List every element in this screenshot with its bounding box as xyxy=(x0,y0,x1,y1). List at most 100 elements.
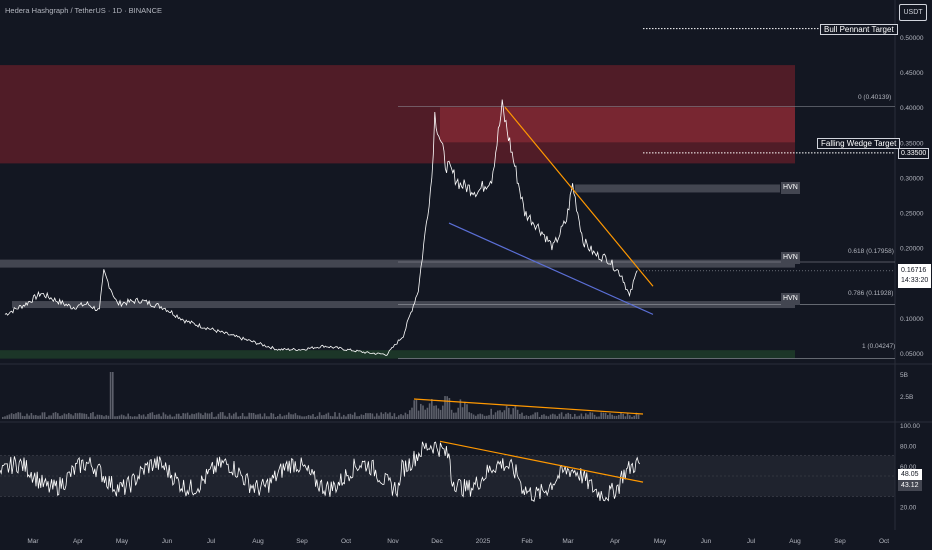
volume-bar xyxy=(107,415,110,419)
volume-bar xyxy=(156,414,158,419)
volume-bar xyxy=(136,416,138,419)
volume-bar xyxy=(347,414,349,419)
volume-bar xyxy=(197,412,200,419)
time-axis-tick: Nov xyxy=(387,538,399,545)
volume-bar xyxy=(92,412,94,419)
volume-bar xyxy=(367,413,369,419)
resistance-inner-zone xyxy=(440,107,795,143)
volume-bar xyxy=(602,412,605,419)
volume-bar xyxy=(96,414,99,419)
volume-bar xyxy=(41,412,44,419)
volume-bar xyxy=(338,412,341,419)
price-axis-tick: 0.40000 xyxy=(900,105,924,112)
volume-bar xyxy=(147,413,149,419)
time-axis-tick: Aug xyxy=(252,538,264,545)
volume-bar xyxy=(215,416,217,419)
volume-bar xyxy=(468,412,470,419)
volume-bar xyxy=(547,416,550,419)
volume-bar xyxy=(455,412,457,419)
price-axis-tick: 0.25000 xyxy=(900,211,924,218)
volume-bar xyxy=(373,416,376,419)
volume-bar xyxy=(186,412,189,419)
volume-bar xyxy=(428,403,431,419)
volume-bar xyxy=(503,410,506,419)
volume-bar xyxy=(109,372,112,419)
fib-1-label: 1 (0.04247) xyxy=(862,343,896,350)
volume-bar xyxy=(470,413,473,419)
volume-bar xyxy=(303,416,305,419)
volume-bar xyxy=(202,415,204,419)
volume-bar xyxy=(609,413,611,419)
time-axis-tick: Mar xyxy=(27,538,39,545)
volume-bar xyxy=(217,413,220,419)
volume-bar xyxy=(70,414,72,419)
volume-bar xyxy=(461,407,464,419)
volume-bar xyxy=(499,410,501,419)
volume-bar xyxy=(301,416,303,419)
time-axis-tick: Oct xyxy=(879,538,889,545)
volume-bar xyxy=(24,416,26,419)
volume-bar xyxy=(206,413,209,419)
volume-bar xyxy=(116,416,118,419)
volume-bar xyxy=(611,414,613,419)
volume-bar xyxy=(195,413,198,419)
time-axis-tick: 2025 xyxy=(476,538,491,545)
volume-bar xyxy=(589,412,591,419)
price-axis-tick: 0.45000 xyxy=(900,70,924,77)
volume-bar xyxy=(318,412,321,419)
volume-bar xyxy=(560,412,563,419)
volume-bar xyxy=(321,415,323,419)
volume-bar xyxy=(479,413,481,419)
volume-trendline xyxy=(413,398,644,415)
volume-bar xyxy=(103,416,105,419)
volume-bar xyxy=(475,415,477,419)
volume-bar xyxy=(554,414,556,419)
volume-bar xyxy=(483,415,486,419)
volume-bar xyxy=(453,412,455,419)
volume-bar xyxy=(294,413,297,419)
time-axis-tick: Jun xyxy=(701,538,712,545)
volume-bar xyxy=(444,396,446,419)
volume-bar xyxy=(219,412,222,419)
volume-bar xyxy=(158,413,160,419)
volume-bar xyxy=(105,415,107,419)
volume-bar xyxy=(541,414,543,419)
volume-bar xyxy=(292,414,294,419)
time-axis-tick: Apr xyxy=(73,538,84,545)
volume-bar xyxy=(164,414,167,419)
volume-bar xyxy=(393,413,396,419)
wedge-upper-trendline xyxy=(504,106,654,287)
volume-bar xyxy=(580,413,583,419)
volume-bar xyxy=(411,407,413,419)
volume-bar xyxy=(224,415,226,419)
price-axis-tick: 0.20000 xyxy=(900,246,924,253)
volume-bar xyxy=(494,412,497,419)
volume-bar xyxy=(123,415,125,419)
volume-bar xyxy=(299,415,301,419)
volume-bar xyxy=(600,412,602,419)
volume-bar xyxy=(239,415,242,419)
volume-bar xyxy=(112,372,114,419)
falling-wedge-label: Falling Wedge Target xyxy=(817,138,901,149)
volume-bar xyxy=(305,416,308,419)
rsi-value-2: 43.12 xyxy=(898,480,922,491)
volume-bar xyxy=(114,416,116,419)
volume-bar xyxy=(362,414,365,419)
currency-button[interactable]: USDT xyxy=(899,4,927,21)
hvn-band xyxy=(575,184,780,193)
support-zone xyxy=(0,350,795,359)
volume-bar xyxy=(68,412,70,419)
volume-bar xyxy=(371,413,374,419)
volume-bar xyxy=(15,413,17,419)
volume-bar xyxy=(208,413,211,419)
volume-bar xyxy=(6,415,8,419)
volume-bar xyxy=(486,415,488,419)
volume-bar xyxy=(534,412,536,419)
volume-bar xyxy=(149,412,151,419)
volume-bar xyxy=(316,415,319,419)
time-axis-tick: Oct xyxy=(341,538,351,545)
volume-bar xyxy=(244,416,246,419)
rsi-trendline xyxy=(439,440,644,483)
fib-618-label: 0.618 (0.17958) xyxy=(848,248,894,255)
volume-bar xyxy=(120,414,123,419)
